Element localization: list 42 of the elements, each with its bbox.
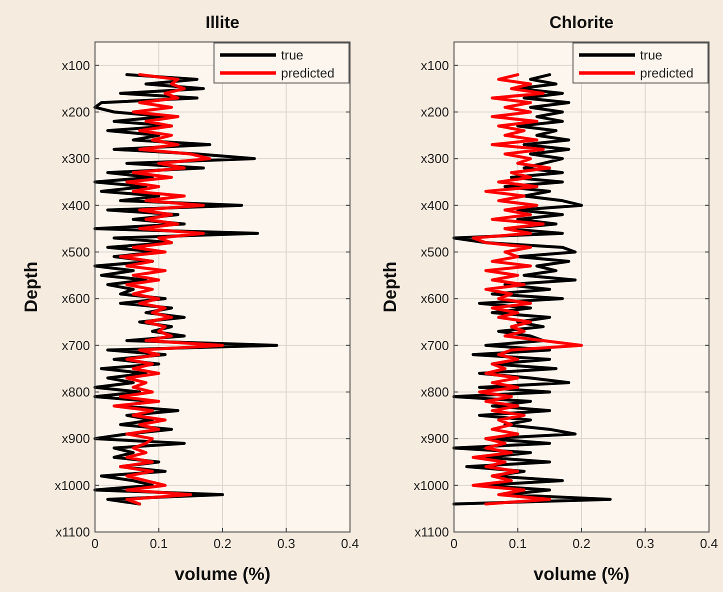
y-tick-label: x300 — [420, 151, 449, 166]
y-tick-label: x1000 — [414, 478, 449, 493]
y-tick-label: x800 — [420, 384, 449, 400]
y-tick-label: x1100 — [414, 524, 449, 540]
y-tick-label: x600 — [62, 291, 90, 306]
x-tick-label: 0.4 — [700, 536, 718, 551]
y-tick-label: x400 — [420, 198, 449, 213]
y-tick-label: x900 — [62, 431, 90, 446]
legend-label: true — [640, 48, 662, 62]
y-tick-label: x700 — [420, 338, 449, 353]
legend-label: predicted — [281, 66, 334, 80]
y-tick-label: x800 — [62, 384, 90, 400]
y-tick-label: x500 — [62, 244, 90, 260]
x-tick-label: 0.1 — [150, 536, 168, 551]
x-tick-label: 0.3 — [277, 536, 296, 551]
y-tick-label: x200 — [420, 104, 449, 120]
y-tick-label: x1000 — [54, 478, 90, 493]
y-axis-title: Depth — [380, 262, 400, 312]
y-tick-label: x200 — [62, 104, 90, 120]
x-axis-title: volume (%) — [174, 564, 271, 584]
x-tick-label: 0 — [450, 536, 458, 551]
y-tick-label: x500 — [420, 244, 449, 260]
y-tick-label: x100 — [420, 58, 449, 73]
chart-title: Chlorite — [549, 13, 614, 32]
y-tick-label: x300 — [62, 151, 90, 166]
y-tick-label: x100 — [62, 58, 90, 73]
y-tick-label: x600 — [420, 291, 449, 306]
y-tick-label: x700 — [62, 338, 90, 353]
legend-label: predicted — [640, 66, 694, 80]
x-tick-label: 0.1 — [508, 536, 527, 551]
y-tick-label: x400 — [62, 198, 90, 213]
y-tick-label: x1100 — [56, 524, 90, 540]
x-tick-label: 0.4 — [340, 536, 360, 551]
x-tick-label: 0.2 — [572, 536, 591, 551]
y-axis-title: Depth — [21, 262, 41, 312]
x-axis-title: volume (%) — [533, 564, 630, 584]
legend-label: true — [281, 48, 304, 62]
y-tick-label: x900 — [420, 431, 449, 446]
x-tick-label: 0 — [91, 536, 99, 551]
chart-title: Illite — [205, 13, 240, 32]
x-tick-label: 0.3 — [636, 536, 654, 551]
x-tick-label: 0.2 — [213, 536, 232, 551]
